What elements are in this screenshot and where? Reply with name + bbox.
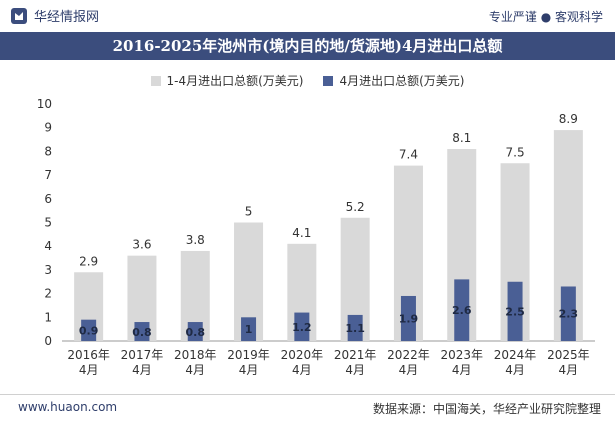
x-tick-label: 4月 [185, 363, 205, 377]
x-tick-label: 2024年 [494, 348, 537, 362]
data-label-series-1: 3.8 [186, 233, 205, 247]
data-label-series-2: 2.6 [452, 304, 472, 317]
legend-swatch-series-1 [150, 75, 161, 86]
brand[interactable]: 华经情报网 [10, 6, 99, 25]
data-label-series-2: 1.1 [345, 322, 365, 335]
x-tick-label: 2016年 [67, 348, 110, 362]
legend-item-series-1: 1-4月进出口总额(万美元) [150, 72, 304, 89]
bar-series-2 [454, 279, 470, 341]
y-tick-label: 3 [44, 263, 52, 277]
x-tick-label: 2023年 [440, 348, 483, 362]
x-tick-label: 4月 [399, 363, 419, 377]
y-tick-label: 6 [44, 192, 52, 206]
x-tick-label: 2021年 [334, 348, 377, 362]
data-label-series-1: 5 [245, 205, 253, 219]
data-label-series-1: 7.5 [506, 145, 525, 159]
legend-swatch-series-2 [323, 75, 334, 86]
x-tick-label: 4月 [505, 363, 525, 377]
y-tick-label: 1 [44, 310, 52, 324]
x-tick-label: 2017年 [121, 348, 164, 362]
bar-series-2 [560, 286, 576, 341]
bar-series-2 [400, 295, 416, 341]
chart-title: 2016-2025年池州市(境内目的地/货源地)4月进出口总额 [0, 32, 615, 60]
data-label-series-1: 2.9 [79, 254, 98, 268]
data-label-series-1: 4.1 [292, 226, 311, 240]
x-tick-label: 2022年 [387, 348, 430, 362]
data-label-series-2: 0.9 [79, 324, 99, 337]
footer-source: 数据来源：中国海关，华经产业研究院整理 [372, 402, 601, 416]
y-tick-label: 8 [44, 144, 52, 158]
bar-series-2 [507, 281, 523, 341]
y-tick-label: 7 [44, 168, 52, 182]
x-tick-label: 4月 [559, 363, 579, 377]
brand-name: 华经情报网 [34, 10, 100, 25]
x-tick-label: 2019年 [227, 348, 270, 362]
data-label-series-1: 8.9 [559, 112, 578, 126]
data-label-series-2: 2.3 [559, 308, 579, 321]
top-bar: 华经情报网 专业严谨 ● 客观科学 [0, 0, 615, 30]
x-tick-label: 4月 [132, 363, 152, 377]
data-label-series-1: 3.6 [132, 238, 151, 252]
x-tick-label: 2025年 [547, 348, 590, 362]
y-tick-label: 0 [44, 334, 52, 348]
y-tick-label: 2 [44, 287, 52, 301]
data-label-series-1: 8.1 [452, 131, 471, 145]
bar-series-2 [81, 319, 97, 341]
data-label-series-1: 5.2 [346, 200, 365, 214]
legend-item-series-2: 4月进出口总额(万美元) [323, 72, 464, 89]
data-label-series-2: 1.9 [399, 312, 419, 325]
legend-label-series-1: 1-4月进出口总额(万美元) [166, 74, 304, 88]
bar-series-2 [294, 312, 310, 341]
footer-site[interactable]: www.huaon.com [18, 400, 118, 414]
data-label-series-1: 7.4 [399, 148, 418, 162]
data-label-series-2: 0.8 [132, 326, 152, 339]
y-tick-label: 4 [44, 239, 52, 253]
y-tick-label: 9 [44, 121, 52, 135]
data-label-series-2: 1.2 [292, 321, 312, 334]
x-tick-label: 2020年 [281, 348, 324, 362]
bar-series-2 [187, 322, 203, 341]
x-tick-label: 4月 [239, 363, 259, 377]
logo-icon [11, 7, 27, 24]
data-label-series-2: 2.5 [505, 305, 525, 318]
x-tick-label: 4月 [452, 363, 472, 377]
y-tick-label: 5 [44, 216, 52, 230]
tagline: 专业严谨 ● 客观科学 [488, 10, 603, 24]
y-tick-label: 10 [37, 97, 52, 111]
data-label-series-2: 1 [245, 323, 253, 336]
data-label-series-2: 0.8 [186, 326, 206, 339]
x-tick-label: 4月 [79, 363, 99, 377]
bar-series-2 [347, 314, 363, 341]
x-tick-label: 4月 [345, 363, 365, 377]
bar-series-2 [134, 322, 150, 341]
x-tick-label: 4月 [292, 363, 312, 377]
bar-series-2 [241, 317, 257, 341]
x-tick-label: 2018年 [174, 348, 217, 362]
chart-legend: 1-4月进出口总额(万美元) 4月进出口总额(万美元) [0, 72, 615, 89]
legend-label-series-2: 4月进出口总额(万美元) [339, 74, 465, 88]
footer-divider [0, 394, 615, 395]
